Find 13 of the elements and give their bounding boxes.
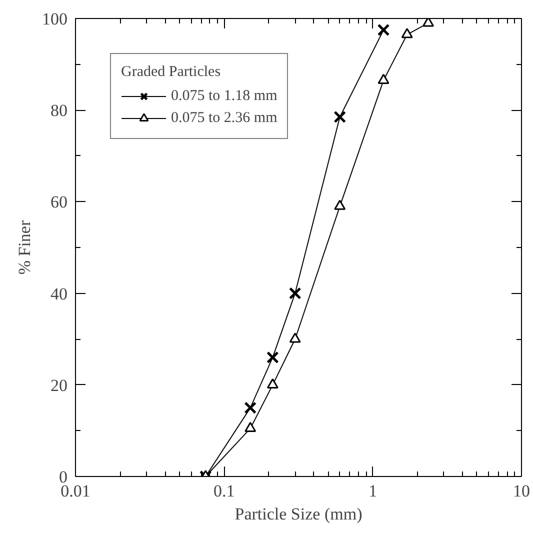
y-axis-title: % Finer [15,220,34,275]
y-tick-label: 100 [42,10,68,28]
y-tick-label: 80 [50,101,68,120]
legend-label: 0.075 to 2.36 mm [171,110,278,126]
y-tick-label: 20 [50,376,68,395]
legend-label: 0.075 to 1.18 mm [171,88,278,104]
y-tick-label: 40 [50,284,68,304]
x-axis-title: Particle Size (mm) [234,504,362,524]
x-tick-label: 0.1 [214,482,235,500]
legend-title: Graded Particles [121,64,222,81]
y-tick-label: 60 [50,192,68,212]
x-tick-label: 1 [368,482,378,500]
x-tick-label: 10 [513,482,530,500]
